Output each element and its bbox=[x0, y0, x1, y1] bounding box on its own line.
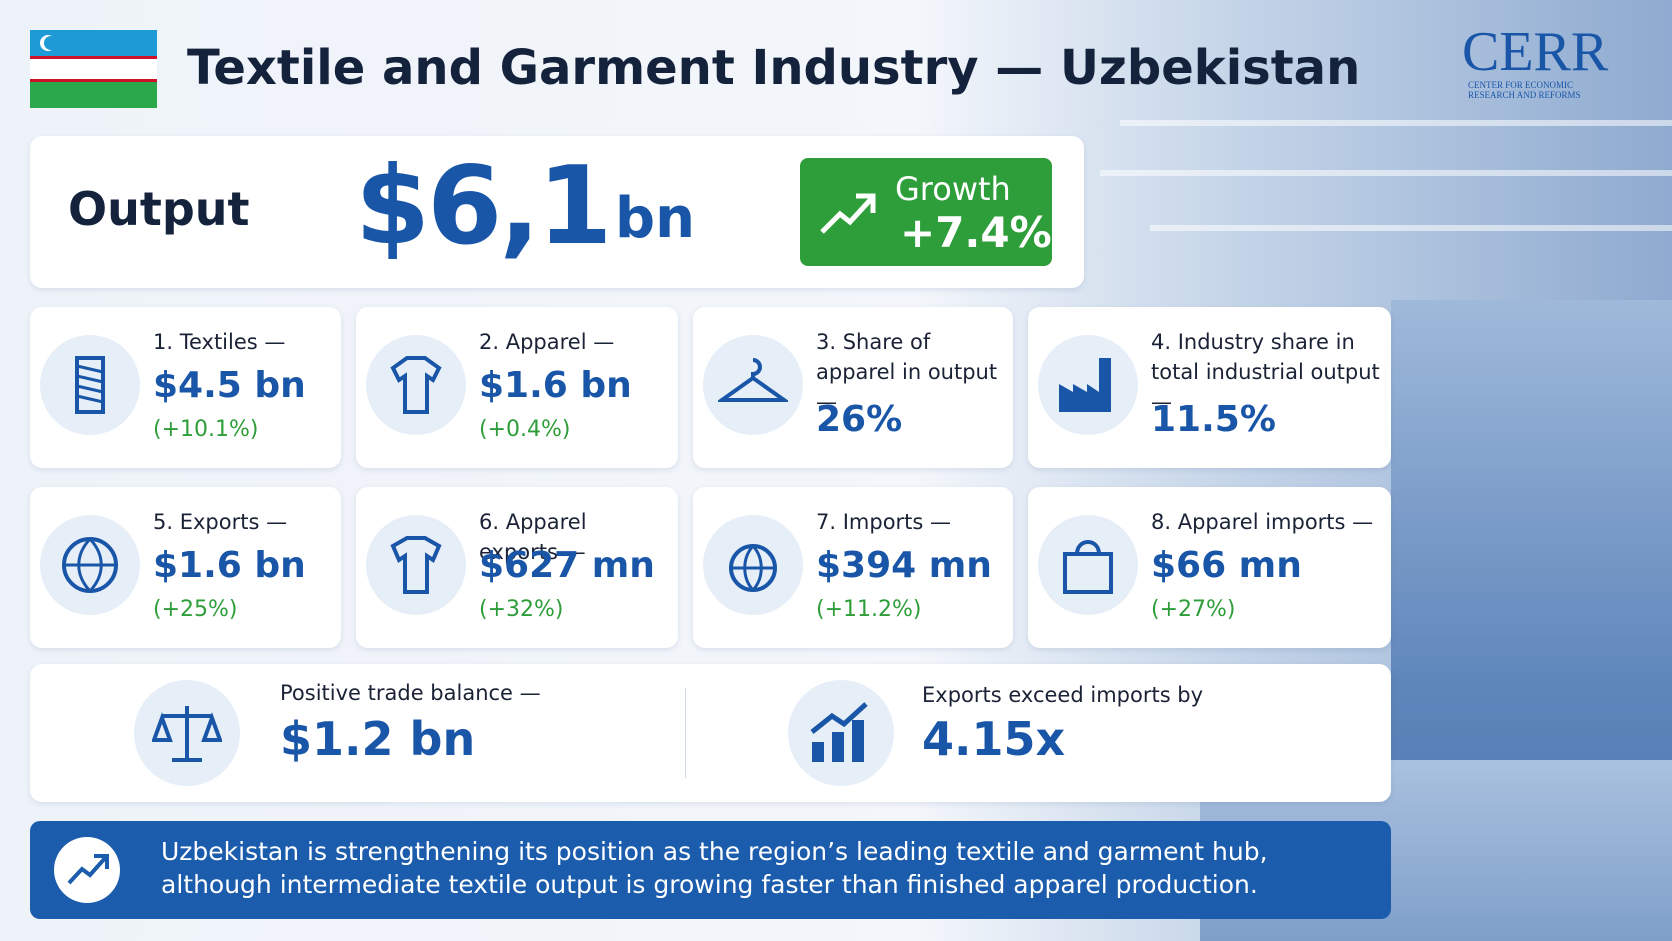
stat-card: 3. Share of apparel in output —26% bbox=[693, 307, 1013, 468]
card-label: 7. Imports — bbox=[816, 510, 952, 534]
icon-circle bbox=[366, 515, 466, 615]
scales-icon bbox=[152, 706, 222, 762]
logo-subtitle: CENTER FOR ECONOMIC RESEARCH AND REFORMS bbox=[1468, 80, 1581, 100]
divider bbox=[685, 688, 686, 778]
icon-circle bbox=[366, 335, 466, 435]
icon-circle bbox=[703, 335, 803, 435]
stat-card: 7. Imports — $394 mn (+11.2%) bbox=[693, 487, 1013, 648]
footer: Uzbekistan is strengthening its position… bbox=[30, 821, 1391, 919]
stat-card: 2. Apparel — $1.6 bn (+0.4%) bbox=[356, 307, 678, 468]
card-label: 1. Textiles — bbox=[153, 330, 286, 354]
title: Textile and Garment Industry — Uzbekista… bbox=[187, 40, 1361, 96]
card-change: (+25%) bbox=[153, 597, 238, 622]
card-label: 2. Apparel — bbox=[479, 330, 615, 354]
footer-icon-circle bbox=[54, 837, 120, 903]
card-change: (+10.1%) bbox=[153, 417, 259, 442]
card-icon bbox=[1059, 358, 1111, 412]
card-change: (+32%) bbox=[479, 597, 564, 622]
card-icon bbox=[390, 536, 442, 594]
growth-icon bbox=[820, 193, 876, 234]
card-value: $1.6 bn bbox=[153, 545, 306, 586]
card-value: $66 mn bbox=[1151, 545, 1302, 586]
growth-value: +7.4% bbox=[900, 208, 1052, 257]
card-change: (+0.4%) bbox=[479, 417, 571, 442]
card-icon bbox=[390, 356, 442, 414]
output-unit: bn bbox=[615, 186, 695, 251]
card-icon bbox=[729, 544, 777, 592]
stat-card: 1. Textiles — $4.5 bn (+10.1%) bbox=[30, 307, 341, 468]
photo-light bbox=[1120, 120, 1672, 126]
card-value: 26% bbox=[816, 399, 903, 440]
photo-light bbox=[1100, 170, 1672, 176]
output-value: $6,1 bbox=[355, 144, 612, 269]
card-change: (+11.2%) bbox=[816, 597, 922, 622]
card-value: $394 mn bbox=[816, 545, 992, 586]
footer-text: Uzbekistan is strengthening its position… bbox=[161, 835, 1268, 901]
icon-circle bbox=[1038, 515, 1138, 615]
logo-line: RESEARCH AND REFORMS bbox=[1468, 90, 1581, 100]
stat-card: 4. Industry share in total industrial ou… bbox=[1028, 307, 1391, 468]
card-icon bbox=[75, 356, 105, 414]
card-label: 5. Exports — bbox=[153, 510, 288, 534]
growth-label: Growth bbox=[895, 170, 1011, 208]
stat-card: 5. Exports — $1.6 bn (+25%) bbox=[30, 487, 341, 648]
card-value: $627 mn bbox=[479, 545, 655, 586]
logo: CERR bbox=[1462, 21, 1609, 83]
balance-value: $1.2 bn bbox=[280, 712, 476, 766]
card-icon bbox=[62, 537, 118, 593]
card-icon bbox=[1063, 540, 1113, 594]
balance-label: Positive trade balance — bbox=[280, 681, 541, 705]
card-label: 3. Share of apparel in output — bbox=[816, 330, 998, 414]
stat-card: 8. Apparel imports — $66 mn (+27%) bbox=[1028, 487, 1391, 648]
logo-line: CENTER FOR ECONOMIC bbox=[1468, 80, 1574, 90]
icon-circle bbox=[703, 515, 803, 615]
growth-box: Growth +7.4% bbox=[800, 158, 1052, 266]
chart-icon bbox=[810, 702, 868, 762]
output-card: Output $6,1 bn Growth +7.4% bbox=[30, 136, 1084, 288]
footer-icon bbox=[67, 854, 109, 885]
card-value: 11.5% bbox=[1151, 399, 1276, 440]
card-label: 4. Industry share in total industrial ou… bbox=[1151, 330, 1380, 414]
ratio-value: 4.15x bbox=[922, 712, 1066, 766]
flag bbox=[30, 30, 157, 108]
card-value: $4.5 bn bbox=[153, 365, 306, 406]
footer-line: although intermediate textile output is … bbox=[161, 870, 1258, 899]
ratio-label: Exports exceed imports by bbox=[922, 683, 1204, 707]
photo-light bbox=[1150, 225, 1672, 231]
output-label: Output bbox=[68, 182, 250, 236]
card-change: (+27%) bbox=[1151, 597, 1236, 622]
footer-line: Uzbekistan is strengthening its position… bbox=[161, 837, 1268, 866]
card-icon bbox=[718, 358, 788, 402]
icon-circle bbox=[40, 335, 140, 435]
card-value: $1.6 bn bbox=[479, 365, 632, 406]
card-label: 6. Apparel exports — bbox=[479, 510, 587, 564]
card-label: 8. Apparel imports — bbox=[1151, 510, 1374, 534]
stat-card: 6. Apparel exports — $627 mn (+32%) bbox=[356, 487, 678, 648]
balance-card: Positive trade balance — $1.2 bn Exports… bbox=[30, 664, 1391, 802]
